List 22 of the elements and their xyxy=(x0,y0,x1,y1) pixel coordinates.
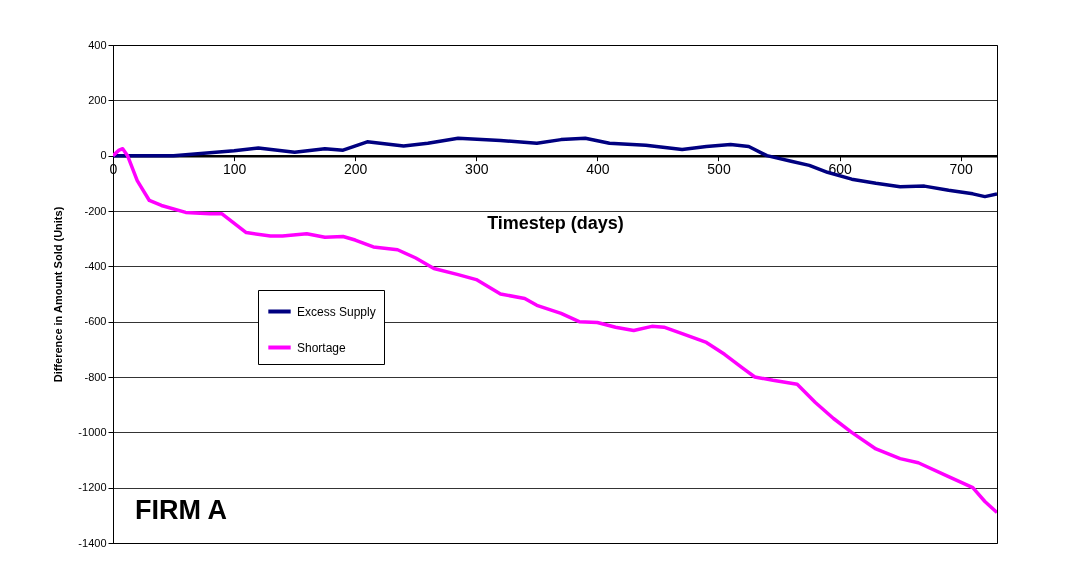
y-tick-label: -600 xyxy=(84,315,107,328)
x-tick-label: 700 xyxy=(949,161,974,178)
y-axis-title: Difference in Amount Sold (Units) xyxy=(52,206,65,383)
x-tick-label: 600 xyxy=(828,161,852,178)
y-tick-label: -1000 xyxy=(78,425,107,438)
y-tick-label: -800 xyxy=(84,370,107,383)
y-tick-label: -400 xyxy=(84,259,107,272)
y-tick-label: 200 xyxy=(88,93,107,106)
y-tick-label: -200 xyxy=(84,204,107,217)
y-tick-label: -1400 xyxy=(78,536,107,549)
y-tick-label: 0 xyxy=(100,149,107,162)
legend-label: Shortage xyxy=(297,340,347,355)
annotation: FIRM A xyxy=(135,495,227,525)
x-tick-label: 200 xyxy=(344,161,368,178)
x-tick-label: 500 xyxy=(707,161,731,178)
x-tick-label: 100 xyxy=(222,161,247,178)
legend-label: Excess Supply xyxy=(297,304,376,319)
y-tick-label: -1200 xyxy=(78,481,107,494)
x-axis-title: Timestep (days) xyxy=(487,213,624,234)
y-tick-label: 400 xyxy=(88,38,107,51)
x-tick-label: 400 xyxy=(586,161,610,178)
x-tick-label: 300 xyxy=(465,161,489,178)
